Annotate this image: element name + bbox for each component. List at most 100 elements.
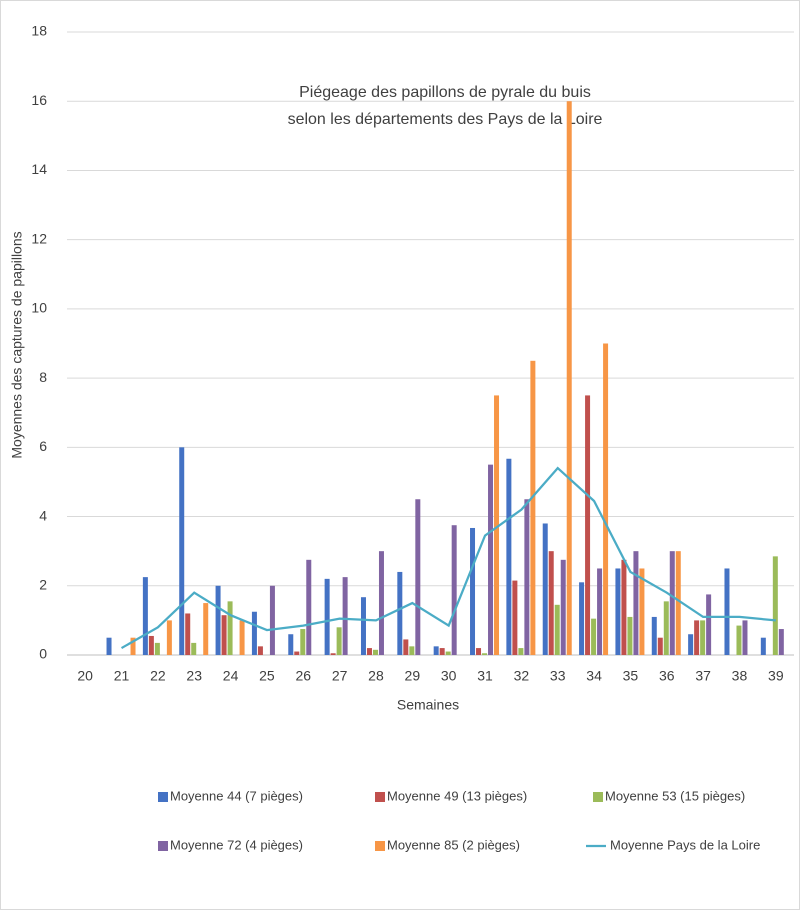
legend-label: Moyenne 44 (7 pièges) — [170, 788, 303, 803]
bar — [560, 559, 566, 655]
bar — [409, 646, 415, 655]
x-tick-label: 20 — [77, 668, 93, 684]
y-tick-label: 14 — [31, 161, 47, 177]
bar — [542, 523, 548, 655]
bar — [760, 637, 766, 655]
x-tick-label: 22 — [150, 668, 166, 684]
x-tick-label: 28 — [368, 668, 384, 684]
bar — [603, 343, 609, 655]
bar — [724, 568, 730, 655]
bar — [663, 601, 669, 655]
bar — [269, 585, 275, 655]
bar — [579, 582, 585, 655]
x-tick-label: 29 — [405, 668, 421, 684]
x-tick-label: 34 — [586, 668, 602, 684]
bar — [621, 559, 627, 655]
x-tick-label: 36 — [659, 668, 675, 684]
bar — [470, 527, 476, 655]
bar — [288, 634, 294, 655]
bar — [166, 620, 172, 655]
bar — [633, 551, 639, 655]
bar — [482, 653, 488, 655]
bar — [342, 577, 348, 655]
x-tick-label: 23 — [186, 668, 202, 684]
bar — [221, 615, 227, 655]
bar — [778, 629, 784, 655]
x-tick-label: 32 — [514, 668, 530, 684]
bar — [669, 551, 675, 655]
bar — [227, 601, 233, 655]
bar — [306, 559, 312, 655]
bar — [360, 597, 366, 655]
bar — [439, 648, 445, 655]
x-tick-label: 39 — [768, 668, 784, 684]
x-axis-title: Semaines — [397, 697, 459, 713]
bar — [251, 611, 257, 655]
x-tick-label: 25 — [259, 668, 275, 684]
bar — [294, 651, 300, 655]
bar — [566, 101, 572, 655]
bar — [506, 458, 512, 655]
bar — [694, 620, 700, 655]
bar — [615, 568, 621, 655]
x-tick-label: 27 — [332, 668, 348, 684]
bar — [512, 580, 518, 655]
bar — [106, 637, 112, 655]
x-tick-label: 31 — [477, 668, 493, 684]
bar — [651, 616, 657, 655]
bar — [591, 618, 597, 655]
bar — [257, 646, 263, 655]
bar — [445, 651, 451, 655]
bar — [415, 499, 421, 655]
bar — [524, 499, 530, 655]
bar — [397, 571, 403, 655]
y-tick-label: 2 — [39, 576, 47, 592]
legend-label: Moyenne 53 (15 pièges) — [605, 788, 745, 803]
bar — [179, 447, 185, 655]
bar — [130, 637, 136, 655]
bar — [518, 648, 524, 655]
bar — [675, 551, 681, 655]
bar — [554, 604, 560, 655]
bar — [154, 642, 160, 655]
line-series — [120, 466, 776, 650]
bar — [706, 594, 712, 655]
bar — [688, 634, 694, 655]
x-tick-label: 38 — [732, 668, 748, 684]
bar — [530, 360, 536, 655]
bar — [372, 649, 378, 655]
bar — [488, 464, 494, 655]
bar — [451, 525, 457, 655]
bar — [378, 551, 384, 655]
legend-marker — [158, 841, 168, 851]
bar — [657, 637, 663, 655]
bar — [366, 648, 372, 655]
legend-marker — [593, 792, 603, 802]
bar — [627, 616, 633, 655]
x-tick-label: 21 — [114, 668, 130, 684]
bar — [148, 635, 154, 655]
y-tick-label: 12 — [31, 230, 47, 246]
legend-label: Moyenne Pays de la Loire — [610, 837, 760, 852]
legend-label: Moyenne 72 (4 pièges) — [170, 837, 303, 852]
x-tick-label: 26 — [295, 668, 311, 684]
chart-title: Piégeage des papillons de pyrale du buis — [299, 84, 591, 101]
legend-marker — [375, 841, 385, 851]
bar — [336, 627, 342, 655]
bar — [433, 646, 439, 655]
x-tick-label: 24 — [223, 668, 239, 684]
bar — [736, 625, 742, 655]
bar — [142, 577, 148, 655]
y-tick-label: 0 — [39, 646, 47, 662]
bar — [548, 551, 554, 655]
bar — [239, 620, 245, 655]
chart-subtitle: selon les départements des Pays de la Lo… — [288, 111, 603, 128]
bar — [330, 653, 336, 655]
bar — [403, 639, 409, 655]
bar — [585, 395, 591, 655]
y-tick-label: 8 — [39, 369, 47, 385]
bar — [700, 620, 706, 655]
y-axis-title: Moyennes des captures de papillons — [9, 231, 25, 458]
